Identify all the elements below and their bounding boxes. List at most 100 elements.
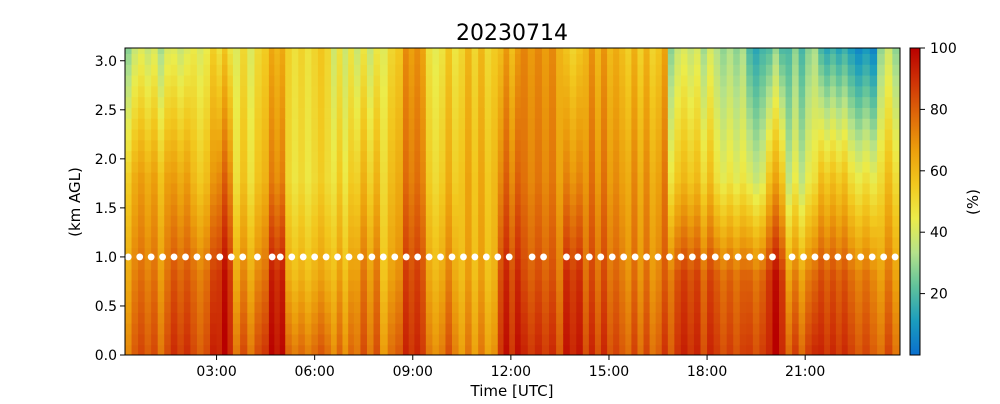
heatmap-cell: [291, 139, 299, 152]
heatmap-cell: [210, 323, 218, 335]
heatmap-cell: [534, 269, 543, 281]
heatmap-cell: [331, 312, 338, 324]
heatmap-cell: [798, 323, 806, 335]
heatmap-cell: [324, 139, 332, 152]
heatmap-cell: [509, 74, 516, 87]
heatmap-cell: [342, 118, 349, 130]
heatmap-cell: [765, 312, 774, 324]
heatmap-cell: [841, 344, 849, 355]
heatmap-cell: [131, 182, 139, 195]
heatmap-cell: [534, 290, 543, 303]
heatmap-cell: [855, 118, 863, 130]
heatmap-cell: [190, 258, 198, 270]
heatmap-cell: [342, 344, 349, 355]
heatmap-cell: [311, 64, 319, 76]
heatmap-cell: [739, 64, 747, 76]
heatmap-cell: [569, 215, 577, 227]
heatmap-cell: [601, 236, 608, 249]
heatmap-cell: [336, 150, 344, 162]
heatmap-cell: [798, 269, 806, 281]
heatmap-cell: [726, 269, 734, 281]
heatmap-cell: [420, 107, 427, 119]
heatmap-cell: [818, 53, 825, 65]
heatmap-cell: [613, 118, 620, 130]
heatmap-cell: [380, 161, 389, 173]
heatmap-cell: [892, 333, 900, 346]
heatmap-cell: [693, 344, 702, 355]
heatmap-cell: [353, 247, 362, 259]
heatmap-cell: [772, 236, 780, 249]
heatmap-cell: [637, 333, 645, 346]
heatmap-cell: [304, 247, 312, 259]
heatmap-cell: [183, 193, 191, 206]
heatmap-cell: [818, 301, 825, 313]
heatmap-cell: [342, 215, 349, 227]
heatmap-cell: [798, 236, 806, 249]
heatmap-cell: [144, 344, 152, 355]
heatmap-cell: [503, 139, 510, 152]
heatmap-cell: [661, 182, 669, 195]
heatmap-cell: [588, 215, 596, 227]
heatmap-cell: [216, 96, 223, 108]
heatmap-cell: [534, 150, 543, 162]
heatmap-cell: [674, 64, 682, 76]
heatmap-cell: [700, 333, 708, 346]
heatmap-cell: [254, 312, 263, 324]
heatmap-cell: [625, 279, 632, 292]
heatmap-cell: [792, 258, 800, 270]
heatmap-cell: [144, 193, 152, 206]
heatmap-cell: [752, 269, 760, 281]
heatmap-cell: [576, 85, 584, 98]
heatmap-cell: [855, 215, 863, 227]
heatmap-cell: [425, 226, 433, 238]
heatmap-cell: [190, 107, 198, 119]
heatmap-cell: [811, 48, 819, 54]
heatmap-cell: [336, 85, 344, 98]
heatmap-cell: [752, 64, 760, 76]
heatmap-cell: [484, 247, 492, 259]
heatmap-cell: [291, 333, 299, 346]
heatmap-cell: [779, 301, 787, 313]
heatmap-cell: [798, 301, 806, 313]
heatmap-cell: [380, 333, 389, 346]
heatmap-cell: [549, 344, 557, 355]
heatmap-cell: [373, 64, 381, 76]
heatmap-cell: [240, 85, 248, 98]
heatmap-cell: [274, 269, 281, 281]
heatmap-cell: [520, 312, 529, 324]
heatmap-cell: [414, 161, 421, 173]
heatmap-cell: [824, 64, 831, 76]
heatmap-cell: [862, 107, 871, 119]
heatmap-cell: [503, 290, 510, 303]
heatmap-cell: [563, 150, 571, 162]
heatmap-cell: [452, 85, 460, 98]
heatmap-cell: [713, 301, 721, 313]
heatmap-cell: [408, 118, 415, 130]
heatmap-cell: [661, 139, 669, 152]
heatmap-cell: [366, 128, 375, 141]
heatmap-cell: [855, 269, 863, 281]
heatmap-cell: [331, 150, 338, 162]
heatmap-cell: [138, 96, 146, 108]
heatmap-cell: [285, 301, 293, 313]
heatmap-cell: [210, 139, 218, 152]
heatmap-cell: [465, 118, 473, 130]
heatmap-cell: [331, 53, 338, 65]
heatmap-cell: [785, 344, 793, 355]
heatmap-cell: [713, 139, 721, 152]
heatmap-cell: [408, 150, 415, 162]
heatmap-cell: [549, 204, 557, 216]
heatmap-cell: [824, 161, 831, 173]
heatmap-cell: [520, 96, 529, 108]
heatmap-cell: [765, 333, 774, 346]
heatmap-cell: [607, 258, 614, 270]
heatmap-cell: [291, 172, 299, 184]
heatmap-cell: [655, 269, 663, 281]
heatmap-cell: [177, 74, 185, 87]
heatmap-cell: [240, 74, 248, 87]
heatmap-cell: [164, 96, 172, 108]
heatmap-cell: [402, 161, 410, 173]
heatmap-cell: [222, 247, 229, 259]
heatmap-cell: [438, 128, 447, 141]
heatmap-cell: [491, 215, 499, 227]
